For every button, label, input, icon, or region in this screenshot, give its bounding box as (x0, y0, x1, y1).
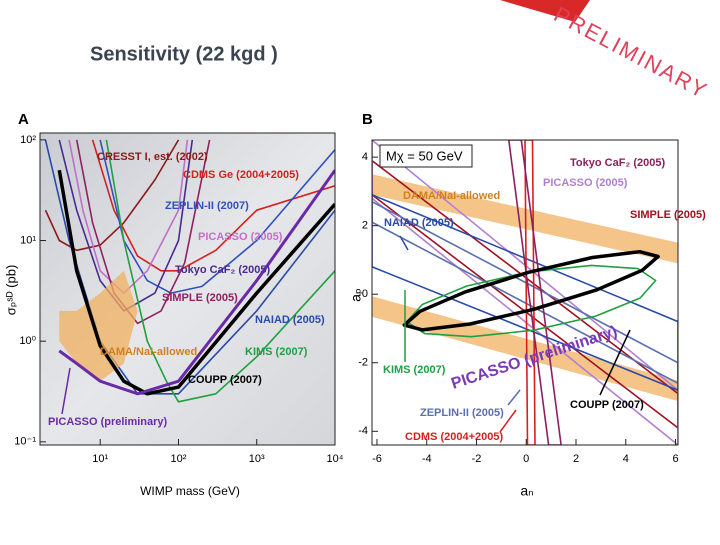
panel-a-plot (44, 139, 335, 403)
curve (75, 139, 211, 325)
x-tick-label: 10³ (249, 453, 265, 465)
x-tick-label: -4 (422, 453, 432, 465)
panel-b-frame (371, 139, 679, 446)
y-tick-label: 10¹ (20, 234, 36, 246)
series-label: NAIAD (2005) (255, 314, 325, 326)
curve (372, 159, 678, 429)
series-label: ZEPLIN-II (2007) (165, 200, 249, 212)
y-tick-label: -2 (358, 357, 368, 369)
y-tick-label: 2 (362, 220, 368, 232)
curve (507, 140, 562, 445)
pointer-arrow (399, 235, 409, 251)
x-tick-label: 4 (623, 453, 629, 465)
x-axis-label: WIMP mass (GeV) (140, 484, 240, 498)
band (372, 296, 678, 402)
x-axis-label: aₙ (520, 483, 533, 499)
x-tick-label: 0 (523, 453, 529, 465)
series-label: PICASSO (preliminary) (48, 416, 168, 428)
series-label: KIMS (2007) (245, 346, 308, 358)
curve (372, 140, 678, 445)
panel-a-frame (39, 132, 336, 446)
y-tick-label: 10⁻¹ (14, 436, 36, 448)
x-tick-label: 10¹ (92, 453, 108, 465)
x-tick-label: 10² (171, 453, 187, 465)
x-tick-label: -2 (472, 453, 482, 465)
series-label: ZEPLIN-II (2005) (420, 407, 504, 419)
curve (57, 169, 335, 396)
x-tick-label: 10⁴ (327, 453, 344, 465)
series-label: PICASSO (2005) (198, 231, 283, 243)
y-tick-label: 0 (362, 288, 368, 300)
y-tick-label: 4 (362, 151, 368, 163)
curve (58, 169, 335, 396)
y-tick-label: 10² (20, 134, 36, 146)
series-label: CDMS Ge (2004+2005) (183, 169, 299, 181)
x-tick-label: 2 (573, 453, 579, 465)
pointer-arrow (599, 329, 631, 396)
panel-letter: A (18, 111, 29, 128)
series-label: Tokyo CaF₂ (2005) (570, 157, 665, 169)
series-label: CRESST I, est. (2002) (97, 151, 208, 163)
band (59, 270, 138, 382)
series-label: DAMA/NaI-allowed (403, 190, 500, 202)
x-tick-label: 6 (672, 453, 678, 465)
y-tick-label: -4 (358, 425, 368, 437)
panel-b-plot (372, 140, 678, 445)
annotation: Mχ = 50 GeV (386, 148, 463, 163)
curve (524, 140, 536, 445)
pointer-arrow (61, 367, 71, 415)
series-label: Tokyo CaF₂ (2005) (175, 264, 270, 276)
series-label: PICASSO (2005) (543, 177, 628, 189)
series-label: CDMS (2004+2005) (405, 431, 503, 443)
series-label: SIMPLE (2005) (630, 209, 706, 221)
slide-title: Sensitivity (22 kgd ) (90, 43, 278, 65)
panel-letter: B (362, 111, 373, 128)
y-axis-label: σₚˢᴰ (pb) (3, 265, 18, 316)
curve (105, 139, 335, 403)
y-tick-label: 10⁰ (19, 335, 36, 347)
series-label: NAIAD (2005) (384, 217, 454, 229)
x-tick-label: -6 (372, 453, 382, 465)
curve (372, 200, 678, 385)
series-label: KIMS (2007) (383, 364, 446, 376)
pointer-arrow (507, 389, 521, 406)
series-label: COUPP (2007) (188, 374, 262, 386)
banner: PRELIMINARY (550, 1, 713, 103)
pointer-arrow (499, 409, 517, 433)
annotation-box (379, 144, 473, 168)
series-label: DAMA/NaI-allowed (100, 346, 197, 358)
series-label: SIMPLE (2005) (162, 292, 238, 304)
curve (372, 194, 678, 392)
banner-corner (500, 0, 590, 22)
y-axis-label: aₚ (348, 288, 364, 302)
series-label: COUPP (2007) (570, 399, 644, 411)
